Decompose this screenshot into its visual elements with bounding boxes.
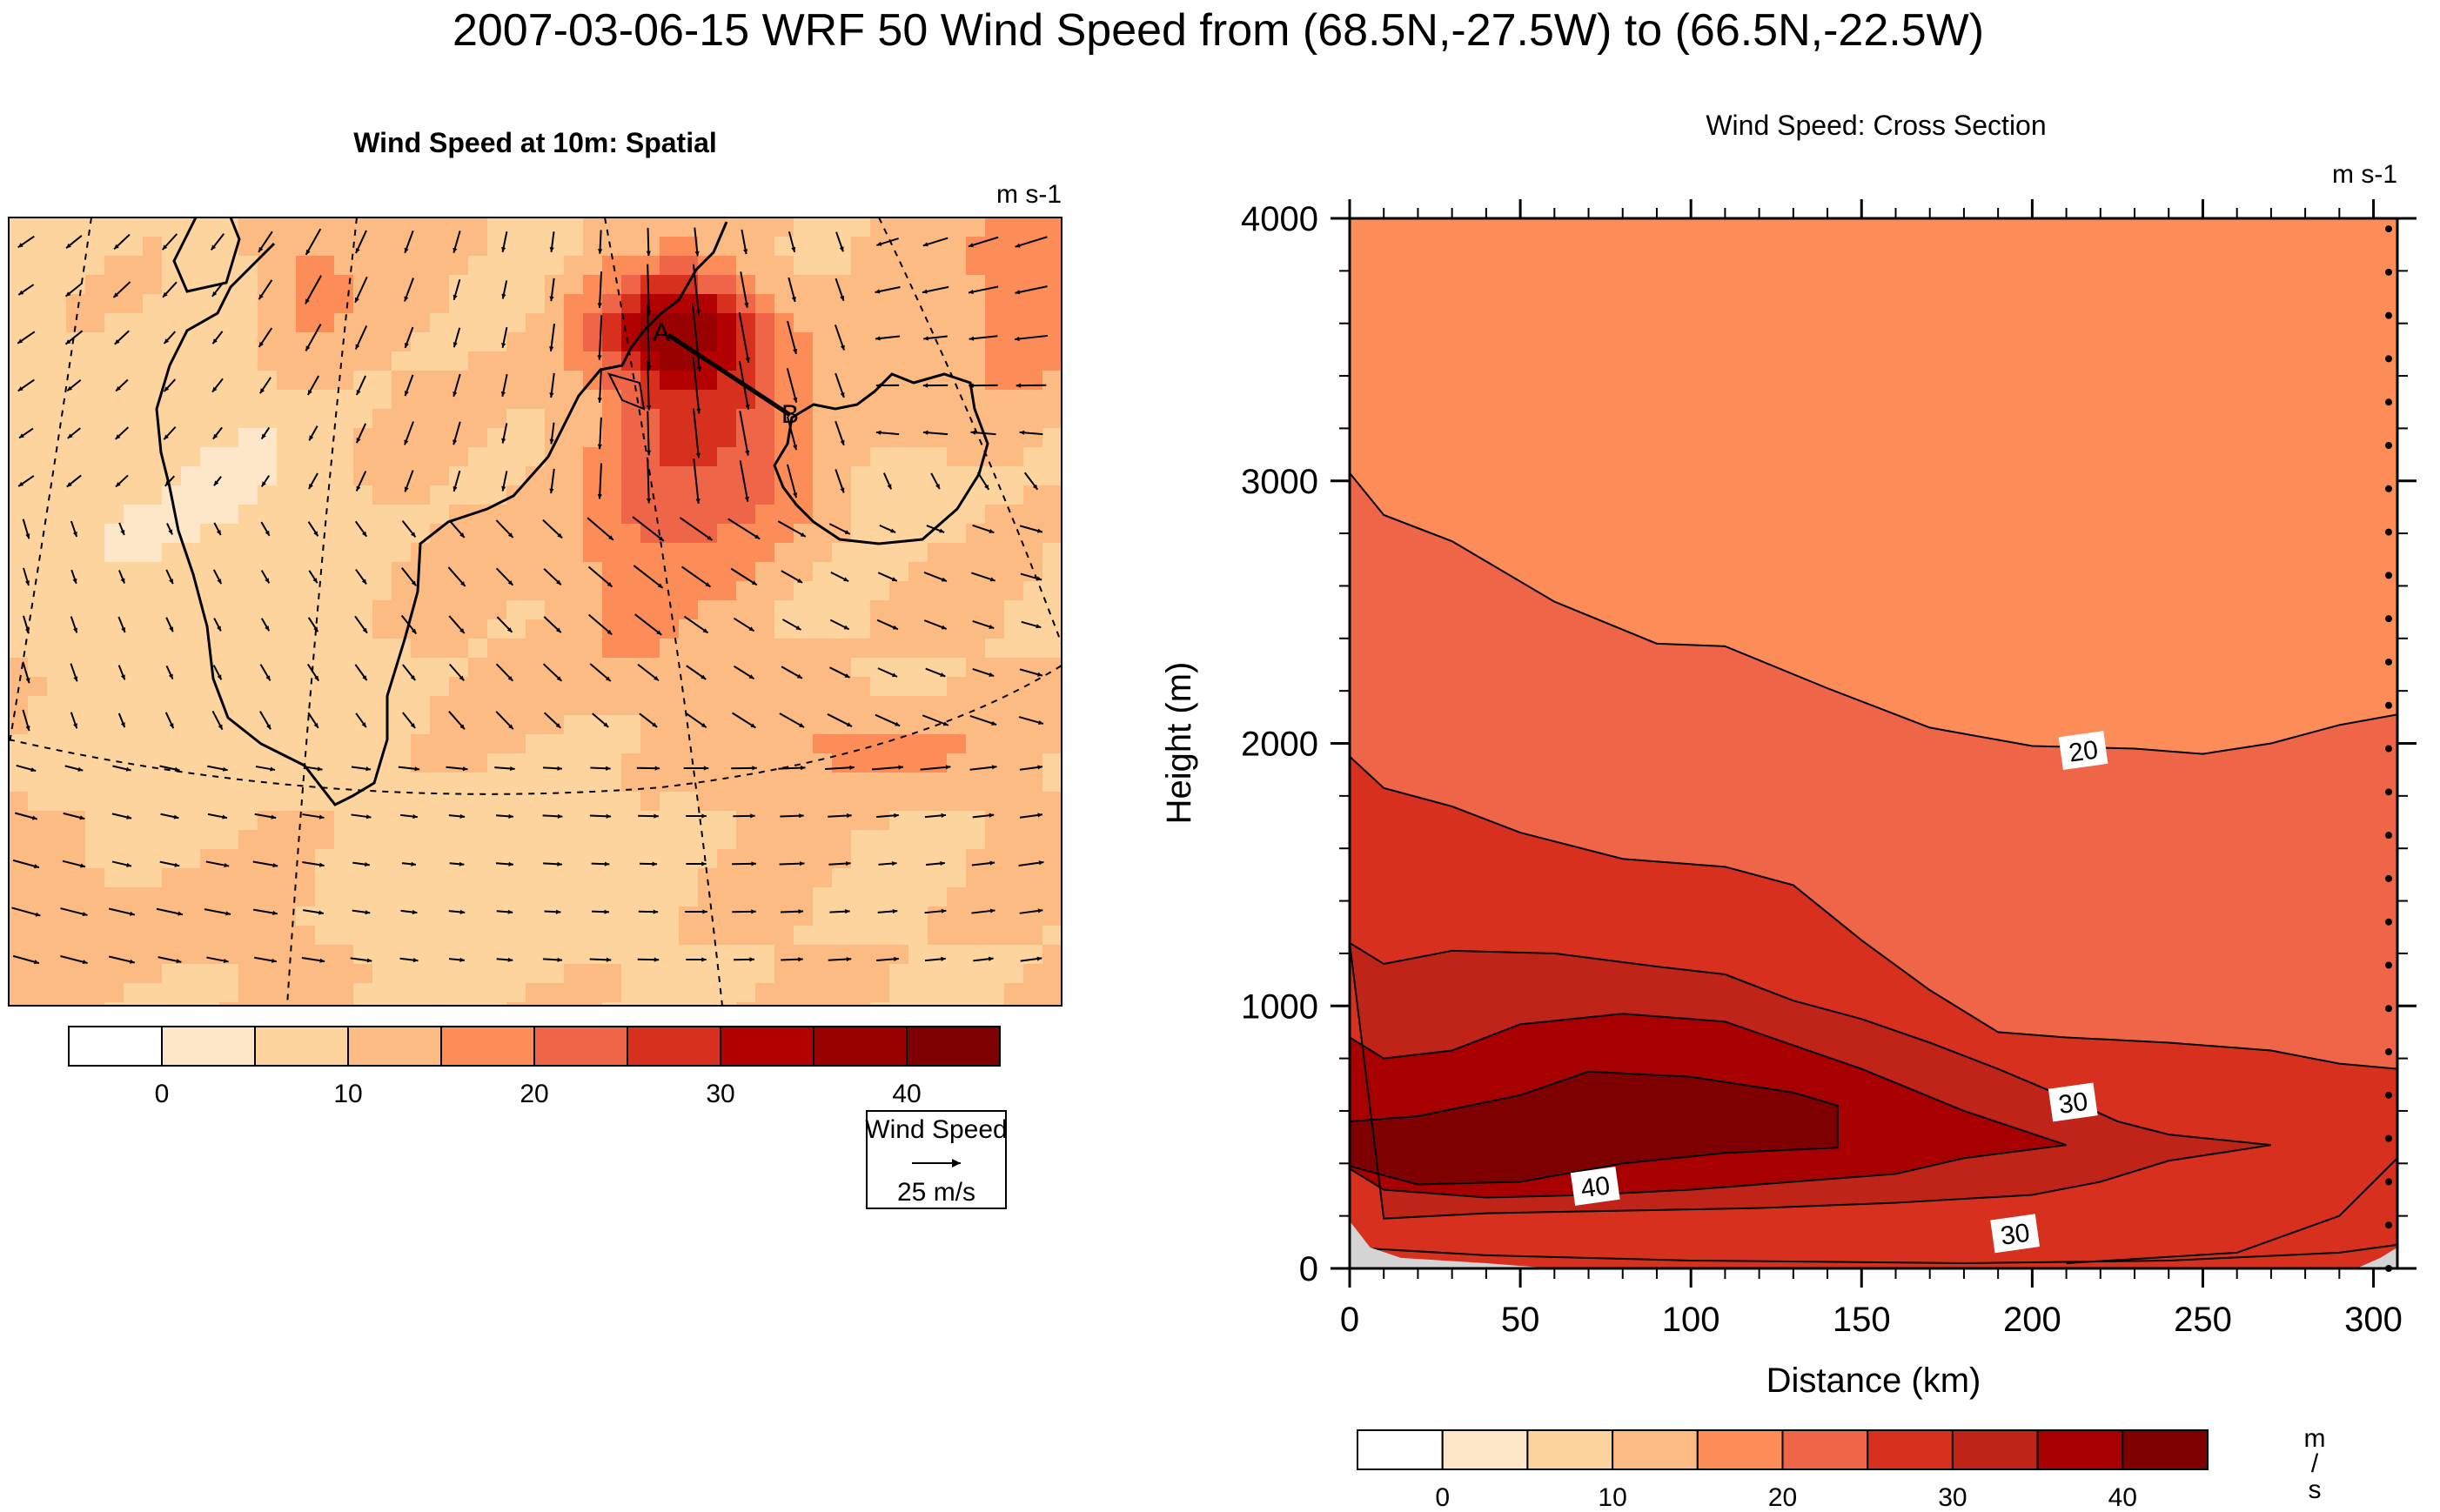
- y-axis-label: Height (m): [1160, 662, 1198, 825]
- contour-line-low: [1350, 1243, 2397, 1264]
- cross-section-fill: [1350, 218, 2397, 1268]
- contour-label: 20: [2058, 731, 2108, 770]
- contour-line-40: [1350, 1070, 1839, 1186]
- right-colorbar-box: [1781, 1429, 1869, 1470]
- x-tick-label: 100: [1662, 1301, 1720, 1339]
- cross-section-contours: [1350, 472, 2397, 1264]
- svg-text:20: 20: [2067, 735, 2100, 767]
- left-colorbar-box: [254, 1026, 349, 1067]
- band-40: [1350, 1071, 1838, 1185]
- left-colorbar-box: [720, 1026, 814, 1067]
- svg-text:30: 30: [1999, 1219, 2032, 1251]
- left-colorbar-box: [161, 1026, 256, 1067]
- x-tick-label: 50: [1501, 1301, 1540, 1339]
- x-tick-label: 0: [1340, 1301, 1359, 1339]
- right-colorbar-box: [2036, 1429, 2124, 1470]
- x-tick-label: 200: [2003, 1301, 2061, 1339]
- contour-line-20: [1350, 472, 2397, 755]
- left-colorbar-box: [347, 1026, 442, 1067]
- left-colorbar-tick-label: 10: [333, 1080, 362, 1108]
- left-colorbar-box: [533, 1026, 628, 1067]
- point-a-label: A: [653, 318, 670, 347]
- left-panel-title: Wind Speed at 10m: Spatial: [353, 127, 717, 158]
- right-colorbar-tick-label: 30: [1938, 1483, 1967, 1512]
- right-panel-title: Wind Speed: Cross Section: [1706, 110, 2046, 141]
- vector-key: Wind Speed 25 m/s: [865, 1110, 1008, 1209]
- y-tick-label: 1000: [1241, 987, 1318, 1026]
- right-colorbar-units-3: s: [2309, 1475, 2322, 1504]
- left-colorbar-box: [68, 1026, 163, 1067]
- left-colorbar-tick-label: 0: [155, 1080, 170, 1108]
- right-colorbar-box: [1526, 1429, 1614, 1470]
- left-colorbar-box: [627, 1026, 721, 1067]
- left-colorbar-box: [813, 1026, 908, 1067]
- right-colorbar-units-2: /: [2311, 1449, 2319, 1478]
- spatial-map: A B: [8, 217, 1062, 1007]
- right-colorbar-box: [1441, 1429, 1529, 1470]
- x-axis-label: Distance (km): [1766, 1361, 1981, 1400]
- x-tick-label: 250: [2174, 1301, 2232, 1339]
- wind-speed-field: [9, 217, 1062, 1006]
- coastline: [155, 217, 989, 806]
- right-colorbar-box: [1867, 1429, 1954, 1470]
- contour-label: 40: [1570, 1167, 1620, 1206]
- right-colorbar-tick-label: 20: [1768, 1483, 1797, 1512]
- contour-line-35: [1350, 1013, 2067, 1199]
- terrain-mask: [1350, 1221, 2397, 1268]
- left-plot-frame: [8, 217, 1062, 1007]
- figure-title: 2007-03-06-15 WRF 50 Wind Speed from (68…: [452, 5, 1984, 56]
- x-tick-label: 300: [2344, 1301, 2403, 1339]
- left-colorbar-tick-label: 30: [706, 1080, 734, 1108]
- contour-line-east: [2066, 1157, 2397, 1264]
- right-colorbar-box: [2122, 1429, 2209, 1470]
- left-colorbar-tick-label: 40: [892, 1080, 921, 1108]
- svg-text:40: 40: [1579, 1171, 1612, 1203]
- contour-label: 30: [2048, 1082, 2098, 1122]
- vector-key-arrow-icon: [952, 1159, 961, 1167]
- contour-line-30: [1350, 941, 2272, 1220]
- y-tick-label: 4000: [1241, 200, 1318, 238]
- wind-vectors: [11, 227, 1049, 965]
- y-tick-label: 0: [1299, 1250, 1318, 1288]
- right-colorbar-box: [1951, 1429, 2039, 1470]
- left-panel-units: m s-1: [996, 180, 1062, 209]
- contour-labels: 20 30 40 30: [1570, 731, 2108, 1254]
- contour-line-25: [1350, 755, 2397, 1070]
- right-colorbar-units-1: m: [2304, 1424, 2326, 1453]
- x-tick-label: 150: [1833, 1301, 1891, 1339]
- right-colorbar-tick-label: 10: [1598, 1483, 1626, 1512]
- left-colorbar-box: [906, 1026, 1001, 1067]
- left-colorbar-tick-label: 20: [520, 1080, 548, 1108]
- right-colorbar-tick-label: 40: [2108, 1483, 2137, 1512]
- left-colorbar: 0 10 20 30 40: [68, 1026, 1001, 1108]
- right-colorbar-box: [1357, 1429, 1444, 1470]
- y-tick-label: 3000: [1241, 463, 1318, 501]
- right-colorbar: 0 10 20 30 40: [1357, 1429, 2209, 1512]
- right-colorbar-box: [1696, 1429, 1784, 1470]
- left-colorbar-box: [440, 1026, 535, 1067]
- y-tick-label: 2000: [1241, 726, 1318, 764]
- vector-key-title: Wind Speed: [865, 1115, 1007, 1144]
- svg-text:30: 30: [2057, 1087, 2090, 1120]
- right-colorbar-box: [1612, 1429, 1699, 1470]
- cross-section-line: A B: [653, 318, 799, 429]
- right-panel-units: m s-1: [2332, 160, 2397, 189]
- right-colorbar-tick-label: 0: [1435, 1483, 1450, 1512]
- point-b-label: B: [781, 400, 799, 429]
- contour-label: 30: [1990, 1214, 2041, 1254]
- vector-key-value: 25 m/s: [897, 1178, 975, 1207]
